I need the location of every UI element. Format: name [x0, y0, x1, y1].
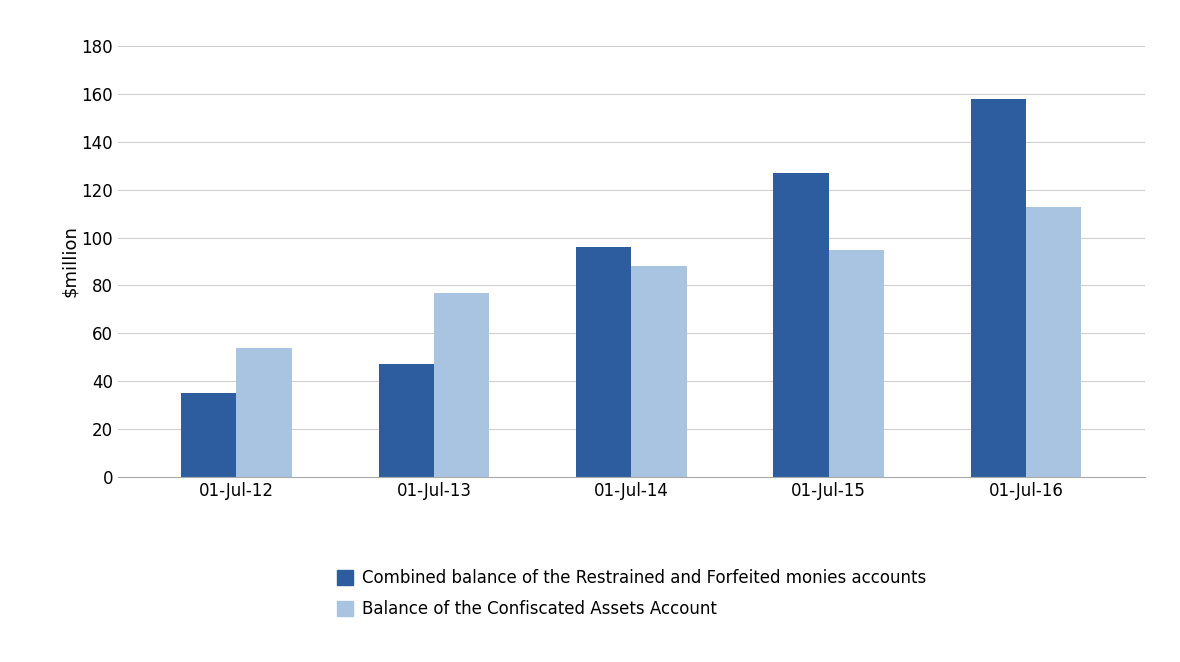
Bar — [1027, 207, 1081, 477]
Bar — [773, 173, 828, 477]
Bar — [828, 250, 884, 477]
Bar — [379, 364, 434, 477]
Legend: Combined balance of the Restrained and Forfeited monies accounts, Balance of the: Combined balance of the Restrained and F… — [330, 563, 932, 625]
Bar — [236, 348, 291, 477]
Bar — [576, 247, 631, 477]
Bar — [182, 393, 236, 477]
Bar — [631, 266, 687, 477]
Bar — [434, 293, 490, 477]
Bar — [971, 99, 1027, 477]
Y-axis label: $million: $million — [61, 226, 79, 297]
